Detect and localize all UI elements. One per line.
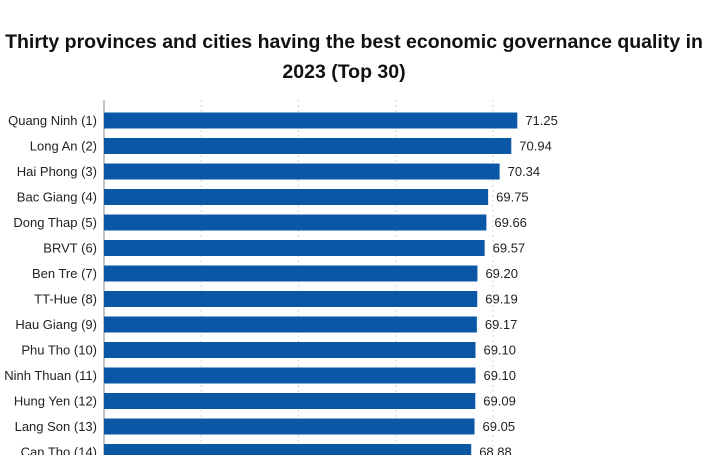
data-label: 69.57	[493, 241, 526, 256]
category-label: Hai Phong (3)	[17, 164, 97, 179]
data-label: 69.09	[483, 394, 516, 409]
bar	[104, 316, 477, 333]
category-label: Ninh Thuan (11)	[4, 368, 97, 383]
data-label: 69.17	[485, 317, 518, 332]
data-label: 69.66	[494, 215, 527, 230]
bar	[104, 163, 500, 180]
data-label: 69.05	[483, 419, 516, 434]
bar	[104, 291, 478, 307]
category-label: Ben Tre (7)	[32, 266, 97, 281]
chart-title-line-1: Thirty provinces and cities having the b…	[5, 31, 703, 53]
data-label: 69.19	[485, 292, 518, 307]
category-label: Can Tho (14)	[21, 445, 97, 455]
category-label: Long An (2)	[30, 139, 97, 154]
bar	[104, 342, 476, 358]
bar	[104, 189, 489, 205]
category-label: Hung Yen (12)	[14, 394, 97, 409]
bar	[104, 367, 476, 384]
data-label: 69.10	[483, 343, 516, 358]
bar	[104, 240, 485, 256]
chart-title-line-2: 2023 (Top 30)	[282, 61, 406, 83]
data-label: 68.88	[479, 445, 512, 455]
bar	[104, 138, 512, 154]
category-label: Phu Tho (10)	[21, 343, 97, 358]
data-label: 69.10	[483, 368, 516, 383]
category-label: TT-Hue (8)	[34, 292, 97, 307]
bar	[104, 214, 487, 231]
category-label: BRVT (6)	[43, 241, 97, 256]
bar	[104, 444, 472, 455]
bar	[104, 265, 478, 282]
category-label: Quang Ninh (1)	[8, 113, 97, 128]
category-label: Bac Giang (4)	[17, 190, 97, 205]
category-label: Hau Giang (9)	[15, 317, 97, 332]
bar	[104, 418, 475, 435]
data-label: 70.94	[519, 139, 552, 154]
data-label: 70.34	[508, 164, 541, 179]
bar	[104, 112, 518, 129]
bar	[104, 393, 476, 409]
data-label: 71.25	[525, 113, 558, 128]
category-label: Dong Thap (5)	[13, 215, 97, 230]
category-label: Lang Son (13)	[15, 419, 97, 434]
data-label: 69.20	[485, 266, 518, 281]
data-label: 69.75	[496, 190, 529, 205]
